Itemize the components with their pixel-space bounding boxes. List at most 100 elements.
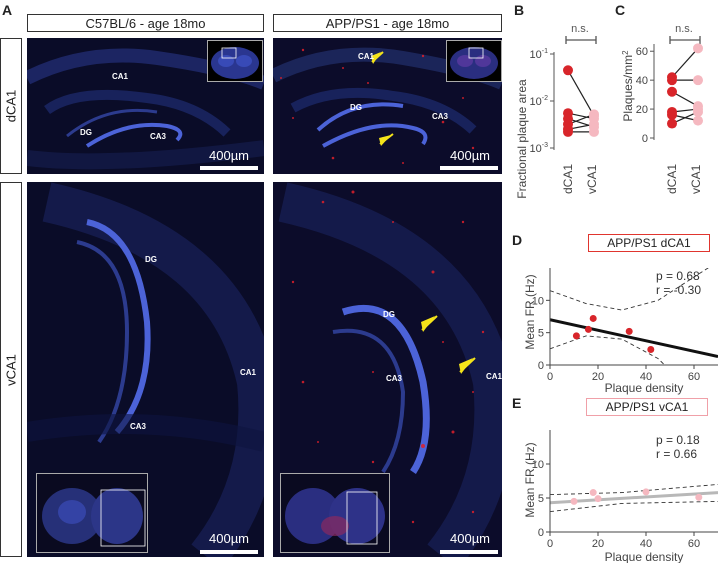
chart-b: Fractional plaque area 10-1 10-2 10-3 n.s.… [508,14,614,214]
chart-b-sig: n.s. [571,23,589,35]
chart-c-sig: n.s. [675,23,693,35]
header-wt: C57BL/6 - age 18mo [27,14,264,32]
region-label: DG [350,103,362,112]
chart-c-point-vca1 [693,75,703,86]
chart-d-xlabel: Plaque density [605,381,684,395]
scale-bar-label: 400µm [209,148,250,163]
chart-b-point-dca1 [563,124,573,135]
region-label: DG [80,128,92,137]
chart-c-ytick-label: 20 [636,104,648,116]
chart-c-pair-line [671,47,699,78]
chart-c-ylabel: Plaques/mm2 [621,50,635,122]
brain-inset [36,473,148,553]
chart-d-point [647,345,655,353]
chart-e-point [570,497,578,505]
chart-e-xtick-label: 0 [547,538,553,550]
chart-b-cat-d: dCA1 [561,164,575,194]
chart-c-ytick-label: 60 [636,46,648,58]
chart-c-point-vca1 [693,43,703,54]
chart-e-ci-upper [550,483,718,496]
chart-d-r: r = -0.30 [656,283,701,297]
panel-label-a: A [2,2,13,18]
chart-d-xtick-label: 40 [640,371,652,383]
chart-c-cat-v: vCA1 [689,164,703,194]
panel-label-e: E [512,395,522,411]
row-label-dca1: dCA1 [0,38,22,174]
chart-d: Mean FR (Hz) Plaque density p = 0.68 r =… [510,256,720,396]
chart-c-cat-d: dCA1 [665,164,679,194]
chart-c-point-dca1 [667,109,677,120]
chart-b-ytick-label: 10-2 [530,95,549,108]
row-label-vca1: vCA1 [0,182,22,557]
chart-d-xtick-label: 20 [592,371,604,383]
chart-c: Plaques/mm2 0 20 40 60 n.s. dCA1 vCA1 [612,14,720,214]
chart-c-ytick-label: 0 [642,133,648,145]
chart-e-xlabel: Plaque density [605,550,684,563]
chart-e-ylabel: Mean FR (Hz) [523,442,537,517]
region-label: DG [145,255,157,264]
scale-bar [440,166,498,170]
chart-e-point [642,488,650,496]
chart-d-xtick-label: 0 [547,371,553,383]
chart-e-point [695,493,703,501]
header-app: APP/PS1 - age 18mo [273,14,502,32]
chart-b-cat-v: vCA1 [585,164,599,194]
chart-d-point [572,332,580,340]
chart-c-point-dca1 [667,75,677,86]
chart-b-point-vca1 [589,126,599,137]
chart-b-point-vca1 [589,119,599,130]
brain-inset [446,40,502,82]
chart-e-point [589,489,597,497]
chart-d-fit-line [550,318,718,359]
chart-d-ytick-label: 0 [538,360,544,372]
panel-label-b: B [514,2,525,18]
chart-b-point-vca1 [589,109,599,120]
chart-b-ytick-label: 10-1 [530,48,549,61]
scale-bar-label: 400µm [450,148,491,163]
region-label: CA1 [486,372,503,381]
scale-bar-label: 400µm [209,531,250,546]
chart-c-point-vca1 [693,115,703,126]
brain-inset [280,473,390,553]
chart-e-xtick-label: 60 [688,538,700,550]
region-label: CA1 [112,72,129,81]
chart-e-ytick-label: 10 [532,459,544,471]
chart-e-title: APP/PS1 vCA1 [586,398,708,416]
chart-b-ytick-label: 10-3 [530,142,549,155]
chart-e-ytick-label: 0 [538,527,544,539]
chart-e-p: p = 0.18 [656,433,700,447]
region-label: CA1 [240,368,257,377]
scale-bar-label: 400µm [450,531,491,546]
panel-label-d: D [512,232,523,248]
scale-bar [200,550,258,554]
chart-c-ytick-label: 40 [636,75,648,87]
chart-c-point-vca1 [693,106,703,117]
chart-c-point-dca1 [667,118,677,129]
chart-d-p: p = 0.68 [656,269,700,283]
chart-b-point-dca1 [563,65,573,76]
region-label: CA1 [358,52,375,61]
chart-b-pair-line [567,70,595,117]
chart-d-xtick-label: 60 [688,371,700,383]
chart-d-point [589,314,597,322]
chart-d-ylabel: Mean FR (Hz) [523,274,537,349]
region-label: CA3 [386,374,403,383]
region-label: CA3 [130,422,147,431]
chart-d-title: APP/PS1 dCA1 [588,234,710,252]
chart-d-ytick-label: 5 [538,328,544,340]
scale-bar [200,166,258,170]
brain-inset [207,40,263,82]
chart-e-fit-line [550,491,718,505]
chart-d-point [625,327,633,335]
chart-d-point [584,325,592,333]
chart-e-point [594,495,602,503]
region-label: DG [383,310,395,319]
chart-e-xtick-label: 40 [640,538,652,550]
panel-label-c: C [615,2,626,18]
chart-d-ci-upper [550,268,709,311]
chart-e-r: r = 0.66 [656,447,697,461]
region-label: CA3 [432,112,449,121]
chart-e-ytick-label: 5 [538,493,544,505]
chart-b-ylabel: Fractional plaque area [515,79,529,199]
region-label: CA3 [150,132,167,141]
